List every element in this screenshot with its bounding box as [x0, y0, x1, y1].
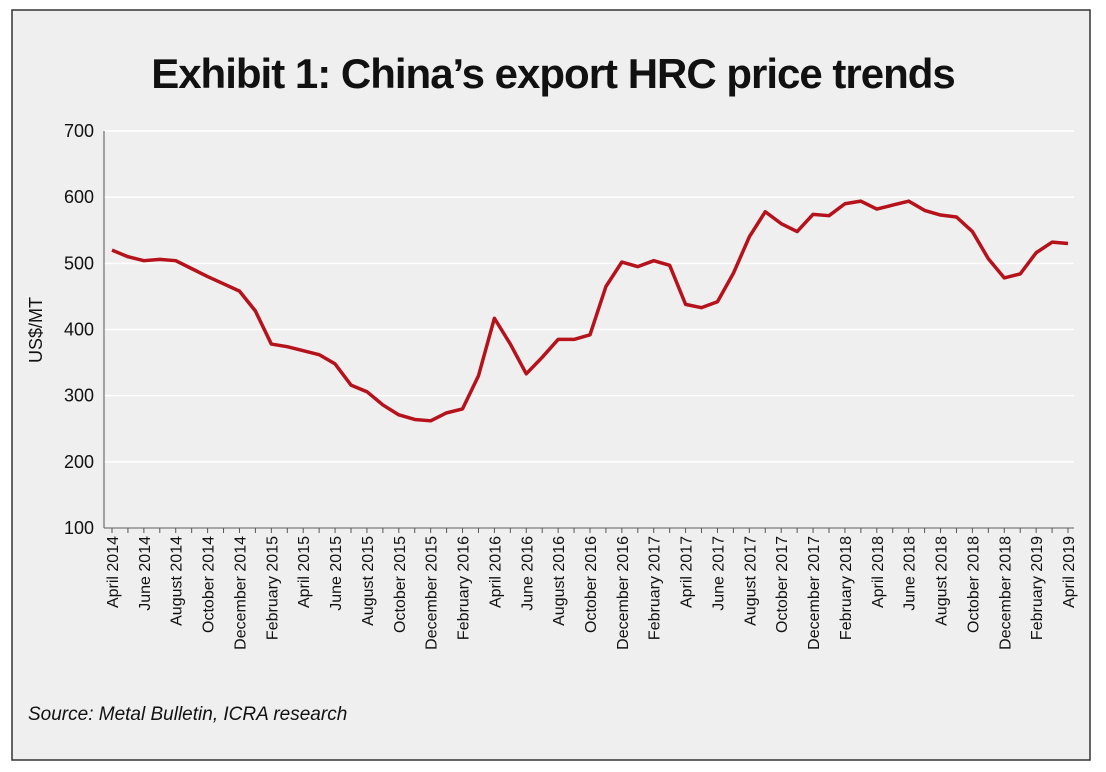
x-tick-label: April 2014	[105, 536, 122, 608]
x-tick-label: October 2015	[392, 536, 409, 633]
y-tick-label: 400	[64, 320, 94, 340]
x-tick-label: October 2018	[965, 536, 982, 633]
x-tick-label: February 2018	[838, 536, 855, 640]
x-tick-label: April 2015	[296, 536, 313, 608]
x-tick-label: August 2017	[742, 536, 759, 626]
x-tick-label: June 2018	[902, 536, 919, 611]
x-tick-label: December 2015	[424, 536, 441, 650]
x-tick-label: August 2018	[934, 536, 951, 626]
x-tick-label: October 2017	[774, 536, 791, 633]
y-tick-label: 300	[64, 386, 94, 406]
x-tick-label: June 2017	[710, 536, 727, 611]
y-tick-label: 500	[64, 253, 94, 273]
x-tick-label: October 2014	[201, 536, 218, 633]
x-tick-label: April 2019	[1061, 536, 1078, 608]
x-tick-label: August 2016	[551, 536, 568, 626]
y-tick-label: 100	[64, 518, 94, 538]
x-tick-label: December 2018	[997, 536, 1014, 650]
x-tick-label: October 2016	[583, 536, 600, 633]
y-tick-label: 600	[64, 187, 94, 207]
x-tick-label: June 2015	[328, 536, 345, 611]
source-note: Source: Metal Bulletin, ICRA research	[28, 704, 347, 725]
x-tick-label: December 2014	[232, 536, 249, 650]
y-tick-label: 700	[64, 121, 94, 141]
x-tick-label: February 2015	[264, 536, 281, 640]
x-tick-label: April 2016	[487, 536, 504, 608]
x-tick-label: December 2016	[615, 536, 632, 650]
x-tick-label: April 2018	[870, 536, 887, 608]
y-axis-label: US$/MT	[26, 297, 46, 363]
x-tick-label: April 2017	[679, 536, 696, 608]
x-tick-label: August 2014	[169, 536, 186, 626]
x-tick-label: June 2014	[137, 536, 154, 611]
x-tick-label: February 2017	[647, 536, 664, 640]
y-tick-label: 200	[64, 452, 94, 472]
x-tick-label: August 2015	[360, 536, 377, 626]
x-tick-label: December 2017	[806, 536, 823, 650]
x-tick-label: February 2019	[1029, 536, 1046, 640]
x-tick-label: February 2016	[456, 536, 473, 640]
x-tick-label: June 2016	[519, 536, 536, 611]
chart-title: Exhibit 1: China’s export HRC price tren…	[151, 50, 955, 97]
chart-frame	[11, 9, 1091, 761]
data-line	[111, 199, 1069, 423]
